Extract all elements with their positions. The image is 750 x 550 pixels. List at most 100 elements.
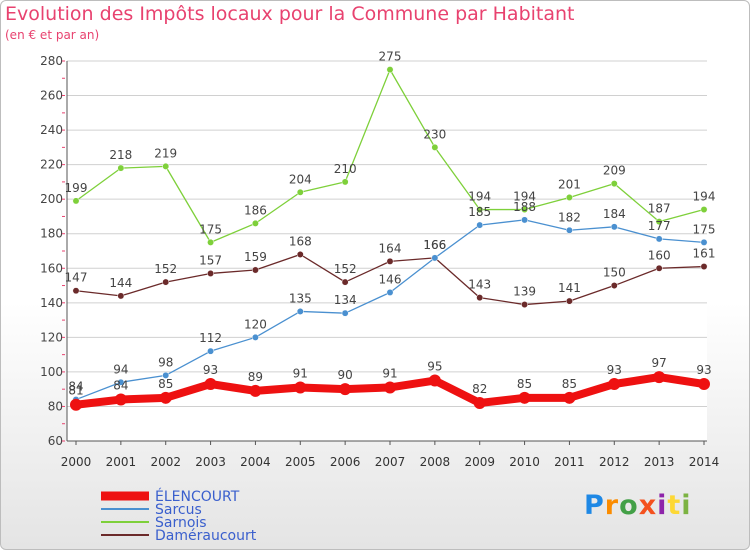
data-label: 175 — [199, 222, 222, 236]
data-label: 152 — [154, 262, 177, 276]
data-label: 97 — [652, 356, 667, 370]
data-point — [521, 206, 529, 213]
data-point — [386, 289, 394, 296]
data-point — [655, 235, 663, 243]
data-label: 112 — [199, 331, 222, 345]
data-point — [341, 309, 349, 317]
data-point — [207, 238, 215, 246]
data-label: 194 — [693, 190, 716, 204]
data-label: 81 — [68, 384, 83, 398]
data-point — [521, 216, 529, 224]
x-tick-label: 2011 — [554, 455, 585, 469]
data-label: 135 — [289, 291, 312, 305]
data-label: 177 — [648, 219, 671, 233]
y-tick-label: 60 — [48, 434, 63, 448]
x-tick-label: 2002 — [150, 455, 181, 469]
data-label: 95 — [427, 360, 442, 374]
data-point — [655, 264, 663, 272]
data-label: 147 — [65, 271, 88, 285]
data-label: 98 — [158, 355, 173, 369]
data-label: 150 — [603, 266, 626, 280]
x-tick-label: 2000 — [61, 455, 92, 469]
data-point — [473, 397, 486, 409]
data-point — [251, 266, 259, 274]
data-label: 157 — [199, 253, 222, 267]
y-tick-label: 240 — [40, 123, 63, 137]
data-point — [521, 301, 529, 308]
x-tick-label: 2006 — [330, 455, 361, 469]
data-point — [117, 164, 125, 172]
data-point — [653, 371, 666, 384]
data-point — [72, 197, 80, 205]
data-label: 85 — [517, 377, 532, 391]
data-point — [565, 297, 573, 305]
data-point — [610, 180, 618, 188]
data-label: 152 — [334, 262, 357, 276]
x-tick-label: 2001 — [106, 455, 137, 469]
data-point — [72, 287, 80, 295]
data-label: 201 — [558, 177, 581, 191]
logo-letter: i — [657, 490, 668, 521]
data-point — [117, 292, 125, 300]
proxiti-logo: Proxiti — [584, 490, 692, 521]
x-tick-label: 2005 — [285, 455, 316, 469]
data-point — [700, 238, 708, 246]
data-point — [386, 66, 394, 74]
data-point — [70, 398, 82, 411]
data-point — [162, 278, 170, 286]
x-tick-label: 2013 — [644, 455, 675, 469]
data-point — [386, 257, 394, 265]
data-label: 175 — [693, 222, 716, 236]
data-point — [117, 378, 125, 386]
data-label: 93 — [696, 363, 711, 377]
y-tick-label: 140 — [40, 296, 63, 310]
data-label: 120 — [244, 317, 267, 331]
data-label: 160 — [648, 248, 671, 262]
legend-label-sarnois: Sarnois — [155, 515, 207, 531]
data-label: 187 — [648, 202, 671, 216]
logo-letter: x — [638, 490, 658, 521]
data-label: 209 — [603, 164, 626, 178]
data-point — [162, 371, 170, 379]
data-label: 218 — [109, 148, 132, 162]
data-point — [249, 384, 262, 397]
x-tick-label: 2009 — [464, 455, 495, 469]
data-label: 164 — [379, 241, 402, 255]
y-tick-label: 100 — [40, 365, 63, 379]
data-label: 144 — [109, 276, 132, 290]
data-point — [251, 333, 259, 341]
data-label: 161 — [693, 247, 716, 261]
data-label: 146 — [379, 272, 402, 286]
data-label: 166 — [423, 238, 446, 252]
series-dameraucourt: 147 144 152 157 159 168 152 164 166 143 139 141 150 1… — [65, 234, 716, 308]
series-sarnois: 199 218 219 175 186 204 210 275 230 194 194 201 209 1… — [65, 50, 716, 246]
y-tick-label: 160 — [40, 261, 63, 275]
y-tick-label: 80 — [48, 399, 63, 413]
data-label: 204 — [289, 172, 312, 186]
data-point — [476, 294, 484, 302]
legend-label-sarcus: Sarcus — [155, 502, 202, 518]
y-tick-label: 120 — [40, 330, 63, 344]
data-point — [341, 278, 349, 286]
data-label: 91 — [293, 366, 308, 380]
x-tick-label: 2010 — [509, 455, 540, 469]
data-label: 184 — [603, 207, 626, 221]
x-tick-label: 2003 — [195, 455, 226, 469]
data-label: 82 — [472, 382, 487, 396]
data-label: 159 — [244, 250, 267, 264]
x-tick-label: 2007 — [375, 455, 406, 469]
data-point — [431, 254, 439, 262]
logo-letter: t — [667, 490, 682, 521]
data-point — [294, 381, 307, 394]
y-tick-label: 280 — [40, 54, 63, 68]
data-point — [296, 308, 304, 315]
data-point — [563, 391, 576, 404]
data-point — [296, 251, 304, 258]
logo-letter: r — [604, 490, 620, 521]
data-point — [698, 378, 710, 390]
data-label: 275 — [379, 50, 402, 64]
data-label: 199 — [65, 181, 88, 195]
logo-letter: i — [681, 490, 692, 521]
y-tick-label: 180 — [40, 227, 63, 241]
data-label: 84 — [68, 380, 83, 394]
